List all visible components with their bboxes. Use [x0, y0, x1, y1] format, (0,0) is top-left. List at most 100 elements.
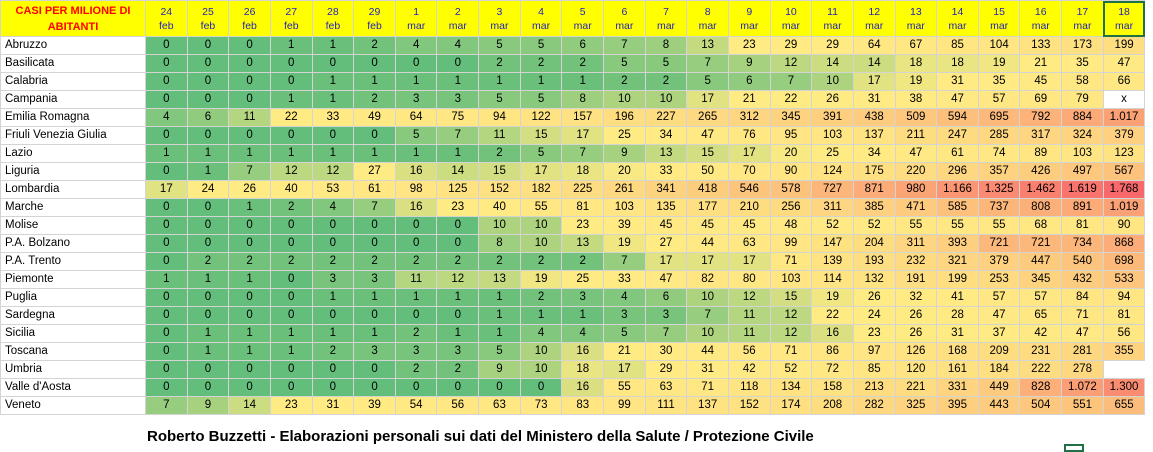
value-cell[interactable]: 16 — [561, 378, 605, 397]
value-cell[interactable]: 10 — [519, 342, 563, 361]
date-header[interactable]: 12 mar — [852, 0, 896, 37]
value-cell[interactable]: 25 — [811, 144, 854, 163]
value-cell[interactable]: 727 — [811, 180, 854, 199]
value-cell[interactable]: 31 — [852, 90, 896, 109]
value-cell[interactable]: 16 — [561, 342, 605, 361]
value-cell[interactable]: 0 — [228, 54, 271, 73]
value-cell[interactable]: 0 — [228, 126, 271, 145]
value-cell[interactable]: 158 — [811, 378, 854, 397]
value-cell[interactable]: 35 — [1061, 54, 1104, 73]
date-header[interactable]: 2 mar — [436, 0, 480, 37]
value-cell[interactable]: 1 — [186, 162, 230, 181]
value-cell[interactable]: 2 — [519, 54, 563, 73]
value-cell[interactable]: 111 — [644, 396, 688, 415]
value-cell[interactable]: 2 — [436, 252, 480, 271]
value-cell[interactable]: 17 — [644, 252, 688, 271]
value-cell[interactable]: 44 — [686, 342, 729, 361]
value-cell[interactable]: 14 — [436, 162, 480, 181]
value-cell[interactable]: 471 — [894, 198, 938, 217]
value-cell[interactable]: 4 — [519, 324, 563, 343]
value-cell[interactable]: 379 — [1102, 126, 1146, 145]
value-cell[interactable]: 1 — [311, 324, 355, 343]
value-cell[interactable]: 504 — [1019, 396, 1063, 415]
region-name[interactable]: Sardegna — [0, 306, 146, 325]
value-cell[interactable]: 0 — [186, 360, 230, 379]
value-cell[interactable]: 175 — [852, 162, 896, 181]
value-cell[interactable]: 125 — [436, 180, 480, 199]
value-cell[interactable]: 54 — [394, 396, 438, 415]
value-cell[interactable]: 21 — [727, 90, 771, 109]
value-cell[interactable]: 828 — [1019, 378, 1063, 397]
value-cell[interactable]: 118 — [727, 378, 771, 397]
date-header[interactable]: 16 mar — [1019, 0, 1063, 37]
value-cell[interactable]: 52 — [769, 360, 813, 379]
value-cell[interactable]: 26 — [894, 324, 938, 343]
value-cell[interactable]: 45 — [644, 216, 688, 235]
value-cell[interactable]: 2 — [561, 54, 605, 73]
region-name[interactable]: P.A. Bolzano — [0, 234, 146, 253]
value-cell[interactable]: 2 — [394, 324, 438, 343]
value-cell[interactable]: 19 — [811, 288, 854, 307]
value-cell[interactable]: 182 — [519, 180, 563, 199]
value-cell[interactable]: 1 — [394, 72, 438, 91]
value-cell[interactable]: 174 — [769, 396, 813, 415]
value-cell[interactable]: 0 — [478, 378, 521, 397]
value-cell[interactable]: 497 — [1061, 162, 1104, 181]
date-header[interactable]: 6 mar — [603, 0, 646, 37]
value-cell[interactable]: 49 — [353, 108, 396, 127]
value-cell[interactable]: 426 — [1019, 162, 1063, 181]
value-cell[interactable]: 90 — [769, 162, 813, 181]
value-cell[interactable]: 94 — [478, 108, 521, 127]
value-cell[interactable]: 29 — [769, 36, 813, 55]
value-cell[interactable]: 168 — [936, 342, 979, 361]
value-cell[interactable]: 0 — [186, 126, 230, 145]
value-cell[interactable]: 137 — [686, 396, 729, 415]
value-cell[interactable]: 231 — [1019, 342, 1063, 361]
value-cell[interactable]: 2 — [394, 360, 438, 379]
value-cell[interactable]: 41 — [936, 288, 979, 307]
value-cell[interactable]: 5 — [603, 324, 646, 343]
value-cell[interactable]: 23 — [727, 36, 771, 55]
value-cell[interactable]: 5 — [478, 90, 521, 109]
value-cell[interactable]: 85 — [852, 360, 896, 379]
region-name[interactable]: Puglia — [0, 288, 146, 307]
value-cell[interactable]: 4 — [394, 36, 438, 55]
value-cell[interactable]: 0 — [228, 216, 271, 235]
value-cell[interactable]: 21 — [1019, 54, 1063, 73]
value-cell[interactable]: 22 — [269, 108, 313, 127]
value-cell[interactable]: 7 — [769, 72, 813, 91]
value-cell[interactable]: 39 — [603, 216, 646, 235]
value-cell[interactable]: 533 — [1102, 270, 1146, 289]
value-cell[interactable]: 35 — [977, 72, 1021, 91]
value-cell[interactable]: 0 — [228, 72, 271, 91]
value-cell[interactable]: 57 — [1019, 288, 1063, 307]
value-cell[interactable]: 14 — [228, 396, 271, 415]
value-cell[interactable]: 2 — [269, 198, 313, 217]
region-name[interactable]: Basilicata — [0, 54, 146, 73]
value-cell[interactable]: 135 — [644, 198, 688, 217]
value-cell[interactable]: 312 — [727, 108, 771, 127]
value-cell[interactable]: 18 — [936, 54, 979, 73]
value-cell[interactable]: 61 — [353, 180, 396, 199]
value-cell[interactable]: 11 — [228, 108, 271, 127]
value-cell[interactable]: 199 — [1102, 36, 1146, 55]
value-cell[interactable]: 4 — [561, 324, 605, 343]
value-cell[interactable]: 7 — [603, 252, 646, 271]
value-cell[interactable]: 53 — [311, 180, 355, 199]
value-cell[interactable]: 7 — [561, 144, 605, 163]
date-header[interactable]: 11 mar — [811, 0, 854, 37]
value-cell[interactable]: 81 — [1102, 306, 1146, 325]
value-cell[interactable]: 6 — [186, 108, 230, 127]
value-cell[interactable]: 17 — [561, 126, 605, 145]
value-cell[interactable]: 331 — [936, 378, 979, 397]
value-cell[interactable]: 0 — [311, 378, 355, 397]
value-cell[interactable]: 63 — [478, 396, 521, 415]
value-cell[interactable]: 11 — [478, 126, 521, 145]
value-cell[interactable]: 1 — [228, 270, 271, 289]
value-cell[interactable]: 432 — [1061, 270, 1104, 289]
value-cell[interactable]: 3 — [353, 270, 396, 289]
value-cell[interactable]: 0 — [269, 270, 313, 289]
date-header[interactable]: 4 mar — [519, 0, 563, 37]
value-cell[interactable]: 147 — [811, 234, 854, 253]
value-cell[interactable]: x — [1102, 90, 1146, 109]
